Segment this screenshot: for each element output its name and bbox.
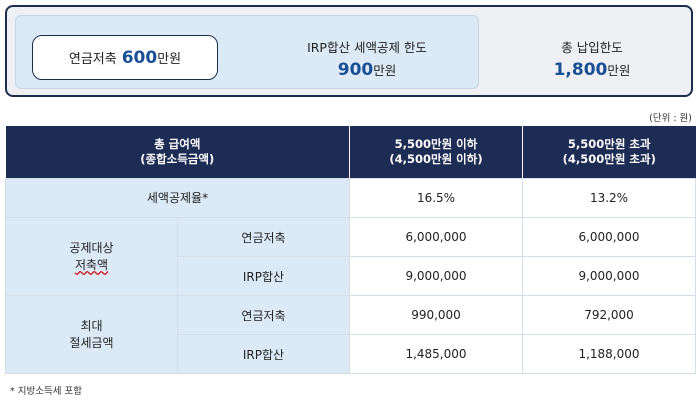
irp-combined-label: IRP합산 세액공제 한도 [307,40,427,55]
header-above-line2: (4,500만원 초과) [562,152,656,166]
table-cell: 9,000,000 [349,256,523,296]
pension-savings-amount: 600 [121,47,158,68]
footnote: * 지방소득세 포함 [10,386,82,397]
pension-savings-limit: 연금저축 600 만원 [32,35,218,80]
table-cell: 1,485,000 [349,334,523,374]
table-row: 세액공제율* 16.5% 13.2% [5,178,696,218]
tax-credit-rate-label: 세액공제율* [5,178,350,218]
total-payment-unit: 만원 [607,63,631,78]
pension-savings-label: 연금저축 [68,52,117,67]
total-payment-value: 1,800만원 [507,60,677,80]
eligible-label-line1: 공제대상 [69,240,114,255]
header-below-line1: 5,500만원 이하 [394,137,478,151]
table-cell: 792,000 [522,295,696,335]
total-payment-label: 총 납입한도 [561,40,623,55]
eligible-label-line2: 저축액 [74,257,109,272]
table-cell: 990,000 [349,295,523,335]
deduction-limits-panel: 연금저축 600 만원 IRP합산 세액공제 한도 900만원 총 납입한도 1… [5,5,693,97]
tax-credit-table: 총 급여액 (종합소득금액) 5,500만원 이하 (4,500만원 이하) 5… [5,126,696,374]
eligible-savings-group-label: 공제대상 저축액 [5,217,178,296]
table-row: IRP합산 1,485,000 1,188,000 [6,334,696,374]
pension-savings-unit: 만원 [157,52,182,67]
table-cell: 6,000,000 [349,217,523,257]
header-above-threshold: 5,500만원 초과 (4,500만원 초과) [522,126,696,179]
table-row: IRP합산 9,000,000 9,000,000 [6,256,696,296]
header-total-salary: 총 급여액 (종합소득금액) [5,126,350,179]
table-cell: 6,000,000 [522,217,696,257]
table-cell: 1,188,000 [522,334,696,374]
max-savings-group-label: 최대 절세금액 [5,295,178,374]
header-above-line1: 5,500만원 초과 [567,137,651,151]
row-label: IRP합산 [177,334,350,374]
max-label-line1: 최대 [80,318,103,333]
table-cell: 9,000,000 [522,256,696,296]
table-cell: 16.5% [349,178,523,218]
header-below-threshold: 5,500만원 이하 (4,500만원 이하) [349,126,523,179]
row-label: 연금저축 [177,217,350,257]
irp-combined-limit: IRP합산 세액공제 한도 900만원 [267,37,467,80]
max-label-line2: 절세금액 [69,335,114,350]
header-total-salary-line2: (종합소득금액) [140,152,215,166]
irp-combined-unit: 만원 [373,63,397,78]
total-payment-limit: 총 납입한도 1,800만원 [507,37,677,80]
table-row: 공제대상 저축액 연금저축 6,000,000 6,000,000 [5,217,696,296]
total-payment-amount: 1,800 [553,60,608,80]
header-total-salary-line1: 총 급여액 [154,137,201,151]
header-below-line2: (4,500만원 이하) [389,152,483,166]
row-label: IRP합산 [177,256,350,296]
row-label: 연금저축 [177,295,350,335]
unit-note: (단위 : 원) [649,113,692,124]
table-cell: 13.2% [522,178,696,218]
table-row: 최대 절세금액 연금저축 990,000 792,000 [5,295,696,374]
table-header-row: 총 급여액 (종합소득금액) 5,500만원 이하 (4,500만원 이하) 5… [5,126,696,179]
irp-combined-value: 900만원 [267,60,467,80]
irp-combined-amount: 900 [337,60,374,80]
